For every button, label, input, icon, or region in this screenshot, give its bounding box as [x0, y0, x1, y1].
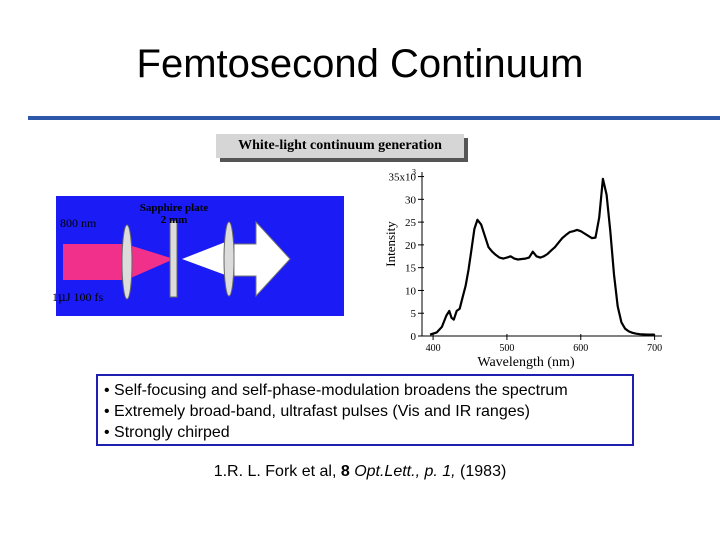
title-underline: [28, 116, 720, 120]
setup-diagram: 800 nm Sapphire plate 2 mm 1μJ 100 fs: [52, 196, 344, 316]
bullet-item: • Strongly chirped: [104, 424, 230, 441]
y-tick-label: 5: [411, 308, 417, 320]
wavelength-label: 800 nm: [60, 216, 97, 230]
setup-diagram-svg: [56, 196, 344, 316]
citation-year: (1983): [455, 463, 507, 480]
sapphire-plate: [169, 220, 178, 298]
y-tick-label: 35x10: [389, 172, 417, 184]
plate-label: Sapphire plate 2 mm: [134, 202, 214, 226]
collimating-lens: [223, 221, 235, 297]
plate-label-line-2: 2 mm: [160, 214, 188, 226]
pulse-duration: J 100 fs: [65, 290, 104, 304]
x-axis-label: Wavelength (nm): [477, 355, 575, 370]
y-tick-label: 25: [405, 217, 417, 229]
key-points-box: • Self-focusing and self-phase-modulatio…: [96, 374, 634, 446]
bullet-item: • Extremely broad-band, ultrafast pulses…: [104, 403, 530, 420]
spectrum-line: [429, 177, 655, 336]
citation-volume: 8: [340, 463, 350, 480]
spectrum-chart: 0 5 10 15 20 25 30 35x10 3 400 500 600 700 Wavelength…: [370, 160, 670, 370]
plate-label-line-1: Sapphire plate: [139, 202, 209, 214]
y-tick-label: 20: [405, 240, 417, 252]
output-arrow: [233, 220, 291, 298]
subtitle-box: White-light continuum generation: [216, 134, 464, 158]
slide-title: Femtosecond Continuum: [136, 42, 584, 86]
micro-symbol: μ: [58, 290, 66, 304]
y-tick-label: 15: [405, 263, 417, 275]
y-tick-label: 0: [411, 331, 417, 343]
citation-journal: Opt.Lett., p. 1,: [349, 463, 456, 480]
y-tick-exponent: 3: [412, 168, 416, 177]
x-tick-label: 500: [499, 343, 514, 354]
y-tick-label: 10: [405, 285, 417, 297]
x-tick-label: 400: [426, 343, 441, 354]
pulse-energy-value: 1: [52, 290, 58, 304]
y-axis-label: Intensity: [383, 221, 398, 267]
citation: 1.R. L. Fork et al, 8 Opt.Lett., p. 1, (…: [0, 463, 720, 481]
x-tick-label: 600: [573, 343, 588, 354]
x-tick-label: 700: [647, 343, 662, 354]
continuum-cone: [182, 241, 228, 276]
citation-authors: 1.R. L. Fork et al,: [213, 463, 341, 480]
y-tick-label: 30: [405, 194, 417, 206]
pulse-label: 1μJ 100 fs: [52, 290, 103, 305]
focusing-lens: [121, 224, 133, 300]
input-beam: [63, 244, 174, 280]
bullet-item: • Self-focusing and self-phase-modulatio…: [104, 382, 568, 399]
